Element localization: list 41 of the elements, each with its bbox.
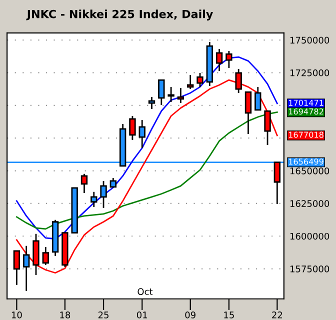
y-tick-label: 1625000 <box>290 200 330 207</box>
line-series <box>16 112 278 230</box>
candlestick <box>42 246 49 266</box>
candlestick <box>168 86 174 103</box>
candlestick <box>187 74 194 90</box>
candlestick <box>196 72 204 88</box>
candlestick <box>100 180 107 209</box>
x-tick-label: 10 <box>12 312 22 318</box>
x-tick-label: 01 <box>136 312 148 318</box>
candlestick <box>254 86 262 111</box>
x-tick-label: 22 <box>272 312 282 318</box>
candlestick <box>264 110 271 146</box>
chart-title: JNKC - Nikkei 225 Index, Daily <box>26 10 213 20</box>
x-tick-label: 18 <box>60 312 70 318</box>
candlestick <box>177 87 184 104</box>
y-tick-label: 1600000 <box>290 232 330 240</box>
annotation: Oct <box>138 288 153 296</box>
y-tick-label: 1725000 <box>290 69 330 76</box>
x-tick-label: 15 <box>224 312 234 318</box>
candlestick <box>158 79 165 106</box>
data-label: 1694782 <box>288 108 324 115</box>
data-label: 1701471 <box>288 100 324 106</box>
candlestick <box>13 250 20 286</box>
candlestick <box>110 177 117 188</box>
ref-line-label: 1656499 <box>288 158 324 165</box>
candlestick <box>138 119 146 149</box>
y-tick-label: 1750000 <box>290 36 330 44</box>
candlestick <box>23 245 30 292</box>
candlestick <box>226 50 232 69</box>
candlestick <box>129 115 136 141</box>
data-label: 1677018 <box>288 132 324 138</box>
x-tick-label: 25 <box>98 312 108 318</box>
candlestick <box>274 162 281 205</box>
y-tick-label: 1575000 <box>290 266 330 272</box>
candlestick <box>148 96 156 110</box>
candlestick <box>216 48 223 72</box>
candlestick <box>244 91 252 135</box>
candlestick <box>90 191 98 208</box>
y-tick-label: 1650000 <box>290 167 330 174</box>
candlestick <box>80 173 88 194</box>
x-tick-label: 09 <box>185 312 196 318</box>
